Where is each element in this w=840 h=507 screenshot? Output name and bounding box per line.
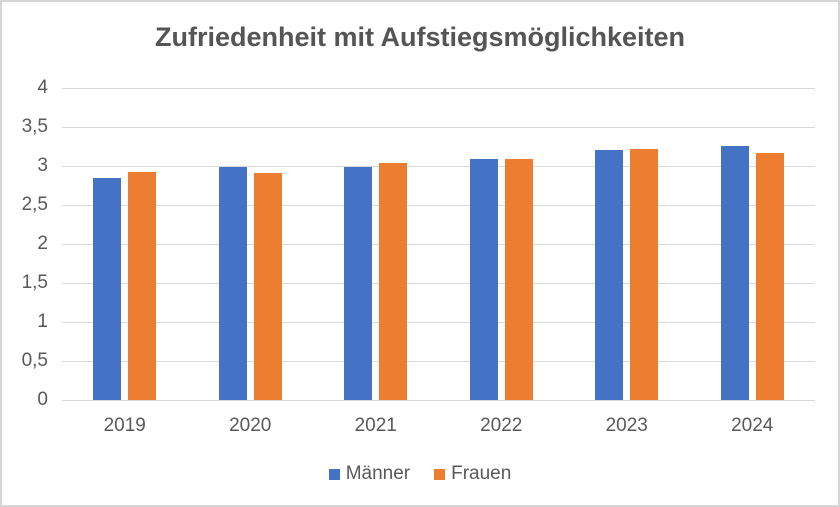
gridline	[62, 87, 815, 89]
legend: Männer Frauen	[2, 463, 838, 485]
x-axis-label: 2020	[229, 415, 272, 436]
y-axis-tick-label: 2	[37, 233, 48, 254]
gridline	[62, 165, 815, 167]
legend-item-frauen: Frauen	[434, 463, 511, 485]
x-axis-label: 2024	[731, 415, 774, 436]
x-axis-label: 2022	[480, 415, 523, 436]
legend-swatch-frauen-icon	[434, 468, 446, 480]
legend-item-manner: Männer	[328, 463, 411, 485]
y-axis-tick-label: 0	[37, 389, 48, 410]
y-axis-tick-label: 3	[37, 155, 48, 176]
y-axis-tick-label: 1,5	[21, 272, 48, 293]
gridline	[62, 399, 815, 401]
y-axis-tick-label: 1	[37, 311, 48, 332]
bar-manner-2023	[595, 149, 624, 400]
bar-manner-2024	[720, 145, 749, 400]
bar-frauen-2023	[630, 148, 659, 400]
gridline	[62, 126, 815, 128]
bar-manner-2019	[93, 178, 122, 400]
legend-swatch-manner-icon	[328, 468, 340, 480]
bar-frauen-2020	[253, 173, 282, 400]
chart-title: Zufriedenheit mit Aufstiegsmöglichkeiten	[154, 22, 686, 52]
x-axis-label: 2019	[103, 415, 146, 436]
y-axis-tick-label: 4	[37, 77, 48, 98]
bar-frauen-2019	[128, 172, 157, 400]
bar-frauen-2021	[379, 162, 408, 400]
bar-frauen-2022	[504, 158, 533, 400]
x-axis-label: 2021	[354, 415, 397, 436]
gridline	[62, 204, 815, 206]
y-axis-tick-label: 0,5	[21, 350, 48, 371]
bar-frauen-2024	[755, 152, 784, 400]
y-axis-tick-label: 2,5	[21, 194, 48, 215]
bar-manner-2022	[469, 158, 498, 400]
gridline	[62, 282, 815, 284]
bar-manner-2021	[344, 166, 373, 400]
gridline	[62, 321, 815, 323]
bar-manner-2020	[218, 166, 247, 400]
legend-label-manner: Männer	[345, 463, 411, 484]
x-axis-label: 2023	[605, 415, 648, 436]
gridline	[62, 360, 815, 362]
legend-label-frauen: Frauen	[451, 463, 512, 484]
gridline	[62, 243, 815, 245]
y-axis-tick-label: 3,5	[21, 116, 48, 137]
